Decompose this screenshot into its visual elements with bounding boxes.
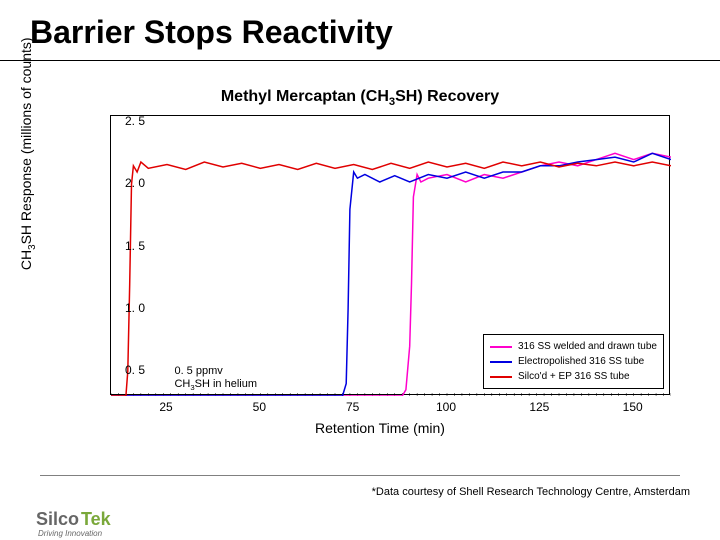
slide-title: Barrier Stops Reactivity (30, 14, 393, 51)
x-tick-label: 150 (623, 400, 643, 414)
x-tick-label: 100 (436, 400, 456, 414)
x-tick-label: 75 (346, 400, 359, 414)
legend-item: 316 SS welded and drawn tube (490, 339, 657, 354)
concentration-annotation: 0. 5 ppmvCH3SH in helium (174, 365, 257, 393)
legend-swatch (490, 376, 512, 378)
title-underline (0, 60, 720, 61)
x-axis-label: Retention Time (min) (80, 420, 680, 436)
y-tick-label: 1. 5 (105, 239, 145, 253)
legend-label: Silco'd + EP 316 SS tube (518, 371, 630, 382)
silcotek-logo: SilcoTek (36, 509, 111, 530)
x-tick-label: 50 (253, 400, 266, 414)
x-tick-label: 25 (159, 400, 172, 414)
y-tick-label: 0. 5 (105, 363, 145, 377)
chart-title: Methyl Mercaptan (CH3SH) Recovery (0, 88, 720, 108)
y-tick-label: 2. 5 (105, 114, 145, 128)
legend-swatch (490, 361, 512, 363)
attribution: *Data courtesy of Shell Research Technol… (372, 486, 690, 498)
y-axis-label: CH3SH Response (millions of counts) (18, 37, 38, 270)
legend-label: Electropolished 316 SS tube (518, 356, 644, 367)
logo-tagline: Driving Innovation (38, 529, 102, 538)
legend: 316 SS welded and drawn tube Electropolis… (483, 334, 664, 389)
logo-part1: Silco (36, 509, 79, 530)
logo-part2: Tek (81, 509, 111, 530)
y-tick-label: 1. 0 (105, 301, 145, 315)
legend-label: 316 SS welded and drawn tube (518, 341, 657, 352)
legend-swatch (490, 346, 512, 348)
x-tick-label: 125 (529, 400, 549, 414)
y-tick-label: 2. 0 (105, 176, 145, 190)
legend-item: Electropolished 316 SS tube (490, 354, 657, 369)
plot-area: 0. 5 ppmvCH3SH in helium 316 SS welded a… (110, 115, 670, 395)
chart-container: 0. 5 ppmvCH3SH in helium 316 SS welded a… (80, 115, 680, 425)
footer-rule (40, 475, 680, 476)
legend-item: Silco'd + EP 316 SS tube (490, 369, 657, 384)
